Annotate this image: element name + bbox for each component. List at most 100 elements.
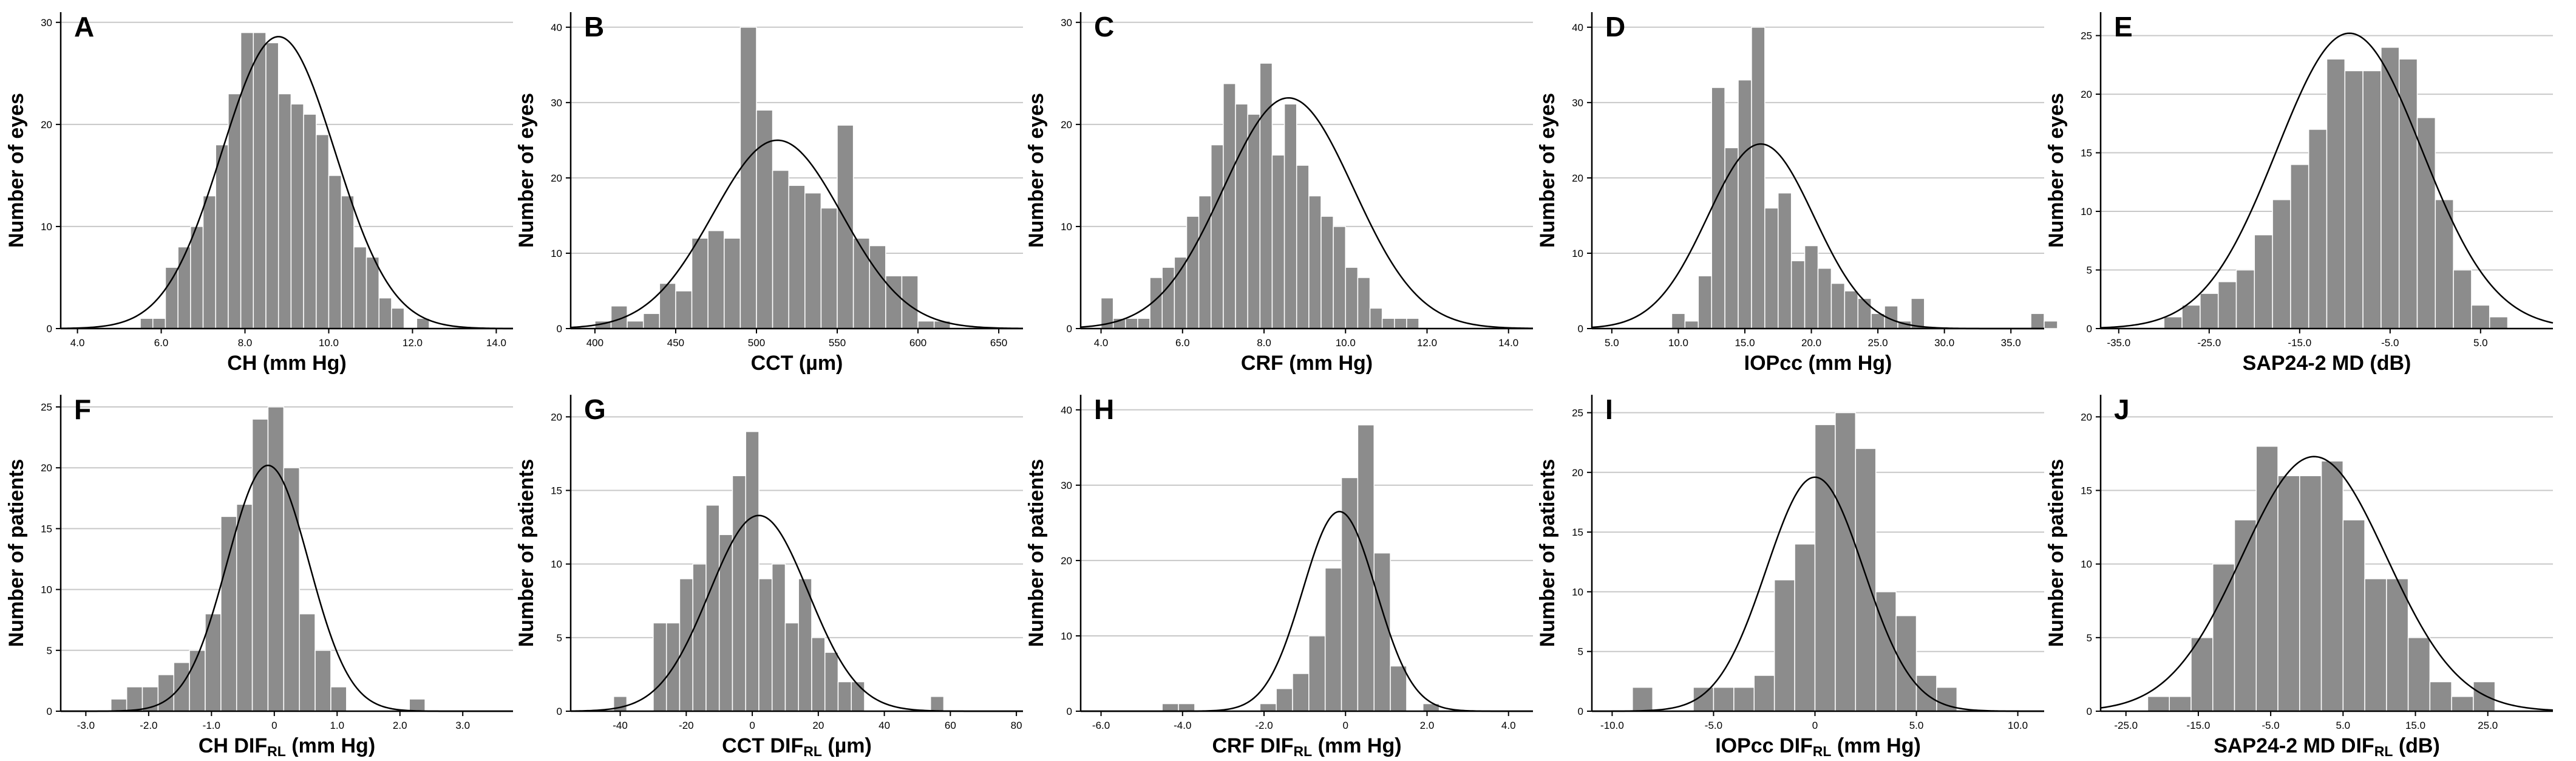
panel-letter: D <box>1605 11 1625 43</box>
x-tick-label: 6.0 <box>154 337 169 349</box>
x-tick-label: 6.0 <box>1175 337 1190 349</box>
histogram-bar <box>901 275 919 329</box>
y-tick-label: 0 <box>557 706 562 717</box>
x-tick-label: 5.0 <box>1605 337 1619 349</box>
histogram-bar <box>283 467 300 712</box>
histogram-bar <box>2277 475 2300 712</box>
x-tick-label: 550 <box>829 337 846 349</box>
histogram-bar <box>739 27 757 329</box>
x-tick-label: -25.0 <box>2114 720 2138 731</box>
histogram-bar <box>1324 567 1342 712</box>
histogram-bar <box>1161 267 1175 329</box>
histogram-bar <box>2299 475 2322 712</box>
histogram-bar <box>2212 563 2235 712</box>
x-tick-label: 0 <box>1343 720 1348 731</box>
y-tick-label: 0 <box>1067 706 1072 717</box>
histogram-bar <box>804 192 822 329</box>
histogram-bar <box>1198 195 1212 329</box>
x-axis-label: CCT DIFRL (µm) <box>722 734 872 759</box>
x-tick-label: 2.0 <box>393 720 407 731</box>
histogram-bar <box>2489 316 2509 329</box>
histogram-bar <box>1684 320 1699 329</box>
histogram-bar <box>745 431 760 712</box>
histogram-bar <box>1186 216 1200 329</box>
histogram-bar <box>732 475 746 712</box>
panel-letter: B <box>584 11 604 43</box>
x-tick-label: 10.0 <box>319 337 339 349</box>
x-tick-label: 80 <box>1011 720 1022 731</box>
x-tick-label: 0 <box>749 720 755 731</box>
x-tick-label: -40 <box>613 720 628 731</box>
x-tick-label: 1.0 <box>330 720 344 731</box>
panel-e: 0 5 10 15 20 25 -35.0 -25.0 -15.0 -5.0 5.0 SAP24-2 … <box>2045 11 2554 375</box>
histogram-bar <box>1174 256 1188 329</box>
histogram-bar <box>1394 318 1407 329</box>
y-axis-label: Number of patients <box>5 459 28 647</box>
y-tick-label: 5 <box>2087 632 2092 644</box>
histogram-bar <box>2030 313 2045 329</box>
panel-letter: C <box>1094 11 1114 43</box>
histogram-bar <box>189 650 206 712</box>
histogram-bar <box>2290 164 2309 329</box>
histogram-bar <box>2429 681 2452 712</box>
histogram-bar <box>140 318 154 329</box>
histogram-bar <box>811 637 826 712</box>
y-tick-label: 30 <box>1061 480 1072 491</box>
histogram-bar <box>220 516 237 712</box>
histogram-bar <box>173 662 190 712</box>
histogram-bar <box>299 613 316 712</box>
histogram-bar <box>1895 615 1917 712</box>
x-axis-label: SAP24-2 MD DIFRL (dB) <box>2214 734 2440 759</box>
x-tick-label: 5.0 <box>1909 720 1924 731</box>
histogram-bar <box>1259 63 1273 329</box>
histogram-bar <box>1223 83 1236 329</box>
histogram-bar <box>724 237 741 329</box>
histogram-bar <box>1911 298 1925 329</box>
histogram-bar <box>2451 696 2474 712</box>
histogram-bar <box>917 320 935 329</box>
x-tick-label: 60 <box>945 720 956 731</box>
x-tick-label: 8.0 <box>1257 337 1271 349</box>
panel-j: 0 5 10 15 20 -25.0 -15.0 -5.0 5.0 15.0 25.0 SAP24-2… <box>2045 394 2554 759</box>
panel-letter: J <box>2114 394 2130 425</box>
histogram-bar <box>691 237 709 329</box>
histogram-bar <box>378 297 392 329</box>
histogram-bar <box>1345 267 1359 329</box>
x-tick-label: -3.0 <box>77 720 95 731</box>
y-tick-label: 20 <box>1061 555 1072 567</box>
y-tick-label: 0 <box>1067 323 1072 335</box>
histogram-bar <box>1161 703 1179 712</box>
y-tick-label: 0 <box>2087 706 2092 717</box>
y-tick-label: 0 <box>1578 323 1583 335</box>
histogram-bar <box>2169 696 2192 712</box>
panel-i: 0 5 10 15 20 25 -10.0 -5.0 0 5.0 10.0 IOPcc DIFRL (… <box>1536 394 2044 759</box>
histogram-bar <box>277 93 292 329</box>
x-tick-label: 5.0 <box>2336 720 2350 731</box>
x-tick-label: 500 <box>748 337 765 349</box>
histogram-bar <box>1125 318 1138 329</box>
y-tick-label: 40 <box>551 22 562 33</box>
y-tick-label: 20 <box>2081 89 2092 100</box>
histogram-bar <box>1357 424 1375 712</box>
histogram-bar <box>330 686 347 712</box>
histogram-bar <box>1794 544 1816 712</box>
x-axis-label: SAP24-2 MD (dB) <box>2243 352 2411 375</box>
x-tick-label: -1.0 <box>203 720 220 731</box>
normal-curve <box>60 36 514 330</box>
histogram-bar <box>1320 216 1334 329</box>
histogram-bar <box>314 650 331 712</box>
x-tick-label: 14.0 <box>1498 337 1518 349</box>
y-axis-label: Number of patients <box>1025 459 1048 647</box>
x-tick-label: -15.0 <box>2187 720 2211 731</box>
histogram-bar <box>2217 281 2237 329</box>
panel-d: 0 10 20 30 40 5.0 10.0 15.0 20.0 25.0 30.0 35.0 IOPc… <box>1536 11 2058 375</box>
histogram-bar <box>784 622 799 712</box>
y-tick-label: 25 <box>2081 30 2092 42</box>
y-tick-label: 30 <box>1061 17 1072 29</box>
x-tick-label: 10.0 <box>1336 337 1356 349</box>
y-tick-label: 5 <box>2087 265 2092 276</box>
y-tick-label: 20 <box>1061 119 1072 131</box>
y-tick-label: 0 <box>47 323 52 335</box>
histogram-bar <box>1773 579 1795 712</box>
x-tick-label: 25.0 <box>2478 720 2498 731</box>
